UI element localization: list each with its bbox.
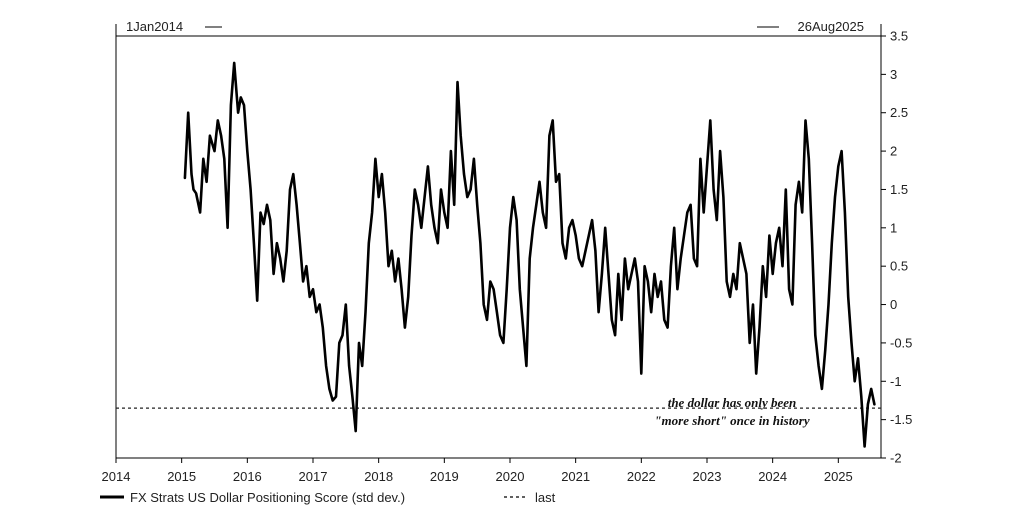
y-axis: 3.5 3 2.5 2 1.5 1 0.5 0 -0.5 -1 -1.5 -2 <box>881 29 912 466</box>
x-tick-label: 2023 <box>693 469 722 484</box>
y-tick-label: 2.5 <box>890 105 908 120</box>
x-tick-label: 2021 <box>561 469 590 484</box>
x-tick-label: 2017 <box>299 469 328 484</box>
legend-label-last: last <box>535 490 556 505</box>
series-line-positioning-score <box>183 61 876 448</box>
x-tick-label: 2020 <box>496 469 525 484</box>
y-tick-label: -1.5 <box>890 412 912 427</box>
y-tick-label: -2 <box>890 451 902 466</box>
y-tick-label: 1.5 <box>890 182 908 197</box>
annotation-line-2: "more short" once in history <box>654 413 810 428</box>
y-tick-label: 3.5 <box>890 29 908 44</box>
y-tick-label: 0 <box>890 297 897 312</box>
x-tick-label: 2025 <box>824 469 853 484</box>
y-tick-label: 1 <box>890 220 897 235</box>
y-tick-label: 3 <box>890 67 897 82</box>
range-start-label: 1Jan2014 <box>126 19 183 34</box>
y-tick-label: -1 <box>890 374 902 389</box>
annotation-line-1: the dollar has only been <box>668 395 797 410</box>
x-tick-label: 2024 <box>758 469 787 484</box>
legend-label-score: FX Strats US Dollar Positioning Score (s… <box>130 490 405 505</box>
x-tick-label: 2018 <box>364 469 393 484</box>
y-tick-label: -0.5 <box>890 335 912 350</box>
range-end-label: 26Aug2025 <box>797 19 864 34</box>
x-tick-label: 2014 <box>102 469 131 484</box>
x-tick-label: 2022 <box>627 469 656 484</box>
plot-frame <box>115 35 882 459</box>
y-tick-label: 0.5 <box>890 259 908 274</box>
legend: FX Strats US Dollar Positioning Score (s… <box>100 490 556 505</box>
x-tick-label: 2019 <box>430 469 459 484</box>
x-tick-label: 2015 <box>167 469 196 484</box>
x-axis: 2014 2015 2016 2017 2018 2019 2020 2021 2022 2023… <box>102 458 853 484</box>
x-tick-label: 2016 <box>233 469 262 484</box>
y-tick-label: 2 <box>890 144 897 159</box>
series-group <box>183 61 876 448</box>
